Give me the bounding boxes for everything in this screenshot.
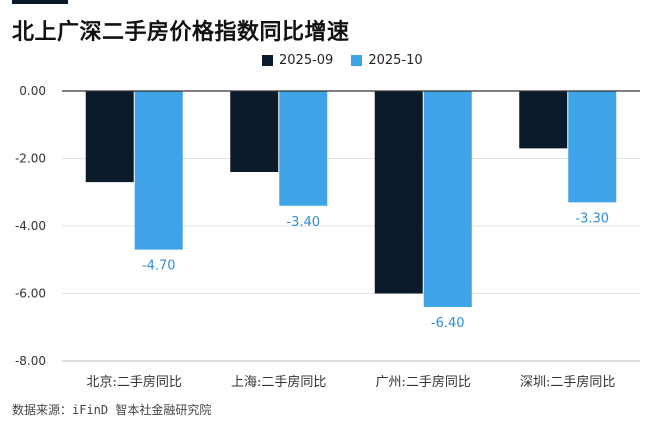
y-tick-label: 0.00 [19,84,46,98]
x-tick-label: 深圳:二手房同比 [520,374,615,390]
x-tick-label: 北京:二手房同比 [87,374,182,390]
legend-label-series-2: 2025-10 [368,53,423,68]
bar-2 [279,91,328,206]
y-tick-label: -6.00 [15,287,46,301]
y-tick-label: -2.00 [15,152,46,166]
title-accent-bar [12,0,68,4]
y-tick-label: -8.00 [15,354,46,368]
data-label: -6.40 [431,316,465,331]
bar-2 [568,91,617,203]
data-label: -3.30 [575,211,609,226]
bar-2 [423,91,472,307]
legend-label-series-1: 2025-09 [279,53,334,68]
data-source-note: 数据来源：iFinD 智本社金融研究院 [12,403,212,417]
bar-chart: 0.00 -2.00 -4.00 -6.00 -8.00 -4.70 北京:二手房同比 -3.… [15,84,640,390]
bar-1 [230,91,279,172]
data-label: -4.70 [142,259,176,274]
data-label: -3.40 [286,215,320,230]
legend-item-series-2: 2025-10 [351,53,423,68]
x-tick-label: 上海:二手房同比 [231,374,326,390]
bar-1 [519,91,568,149]
x-tick-label: 广州:二手房同比 [376,374,471,390]
legend-swatch-series-2 [351,55,363,66]
legend-item-series-1: 2025-09 [262,53,333,68]
bar-1 [85,91,134,183]
legend-swatch-series-1 [262,55,273,66]
y-tick-label: -4.00 [15,219,46,233]
bar-2 [134,91,183,250]
chart-title: 北上广深二手房价格指数同比增速 [12,20,350,45]
bar-1 [374,91,423,294]
legend: 2025-09 2025-10 [262,53,423,68]
